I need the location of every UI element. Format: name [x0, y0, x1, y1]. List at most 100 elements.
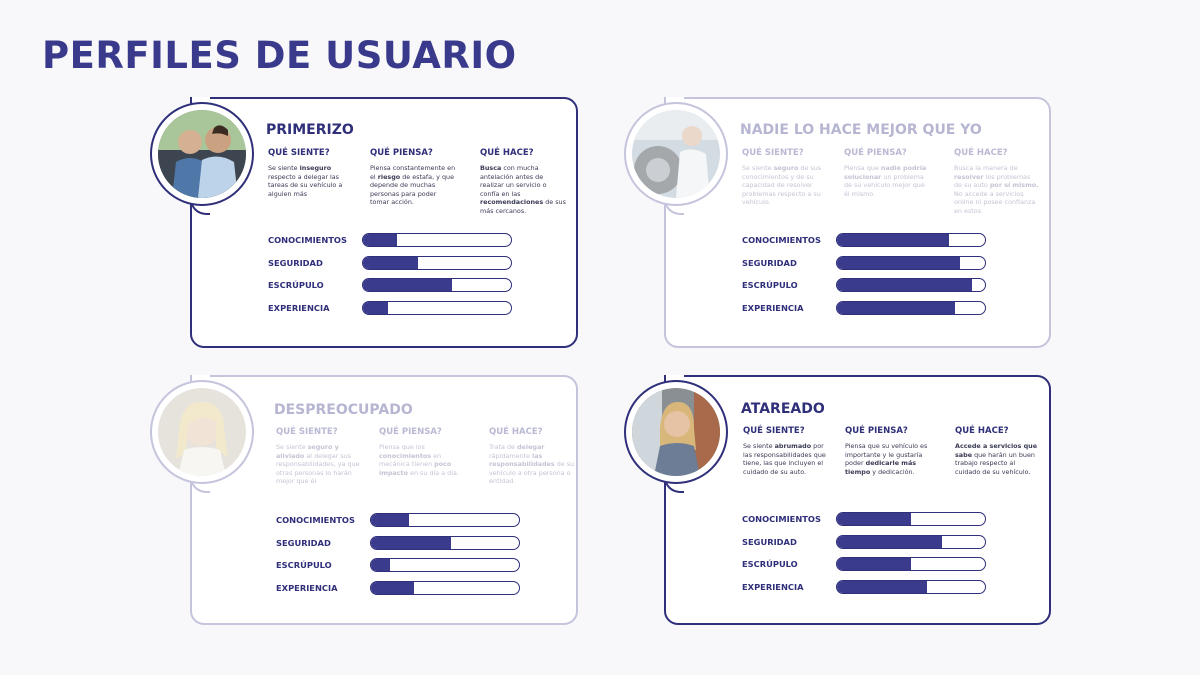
- persona-name: DESPREOCUPADO: [274, 402, 413, 418]
- column-heading: QUÉ PIENSA?: [845, 426, 908, 436]
- metric-bar-fill: [363, 256, 418, 269]
- metric-label: ESCRÚPULO: [742, 559, 798, 569]
- metric-label: EXPERIENCIA: [742, 581, 804, 592]
- column-text: Piensa que su vehículo es importante y l…: [845, 442, 928, 476]
- column-piensa: QUÉ PIENSA? Piensa constantemente en el …: [370, 148, 456, 207]
- column-heading: QUÉ HACE?: [489, 427, 543, 437]
- photo-smiling-woman-in-car: [632, 388, 720, 476]
- avatar: [632, 388, 720, 476]
- metric-bar-fill: [837, 234, 950, 246]
- metric-row-seguridad: SEGURIDAD: [276, 535, 526, 552]
- metric-label: EXPERIENCIA: [742, 302, 804, 313]
- metric-row-escrúpulo: ESCRÚPULO: [268, 278, 518, 294]
- metric-bar: [836, 512, 986, 526]
- column-text: Se siente seguro y aliviado al delegar s…: [276, 443, 360, 486]
- column-heading: QUÉ PIENSA?: [379, 427, 442, 437]
- metric-label: CONOCIMIENTOS: [276, 515, 355, 525]
- column-siente: QUÉ SIENTE? Se siente abrumado por las r…: [743, 426, 829, 476]
- metric-row-conocimientos: CONOCIMIENTOS: [742, 512, 992, 528]
- metric-bar: [362, 278, 512, 292]
- metric-bar: [370, 513, 520, 527]
- metric-label: CONOCIMIENTOS: [742, 514, 821, 524]
- metric-bar-fill: [371, 559, 391, 571]
- column-hace: QUÉ HACE? Accede a servicios que sabe qu…: [955, 426, 1041, 476]
- metric-bar-fill: [371, 536, 451, 549]
- metric-row-seguridad: SEGURIDAD: [268, 255, 518, 272]
- column-text: Piensa que los conocimientos en mecánica…: [379, 443, 459, 477]
- metric-bar: [836, 255, 986, 270]
- metric-label: SEGURIDAD: [276, 537, 331, 548]
- photo-two-men-in-car: [158, 110, 246, 198]
- metric-bar-fill: [837, 558, 911, 570]
- metric-bar: [370, 580, 520, 595]
- persona-name: PRIMERIZO: [266, 122, 354, 138]
- column-siente: QUÉ SIENTE? Se siente inseguro respecto …: [268, 148, 354, 198]
- metric-label: SEGURIDAD: [742, 257, 797, 268]
- metric-row-conocimientos: CONOCIMIENTOS: [268, 233, 518, 249]
- metric-label: ESCRÚPULO: [742, 280, 798, 290]
- metric-bar-fill: [363, 301, 389, 314]
- metric-bar: [836, 579, 986, 594]
- metric-bar-fill: [837, 256, 960, 269]
- column-heading: QUÉ SIENTE?: [276, 427, 338, 437]
- metric-label: CONOCIMIENTOS: [742, 235, 821, 245]
- avatar: [158, 110, 246, 198]
- column-piensa: QUÉ PIENSA? Piensa que nadie podría solu…: [844, 148, 930, 198]
- persona-name: ATAREADO: [741, 401, 825, 417]
- metric-bar-fill: [371, 514, 410, 526]
- metric-label: ESCRÚPULO: [276, 560, 332, 570]
- metric-row-experiencia: EXPERIENCIA: [268, 300, 518, 317]
- column-heading: QUÉ SIENTE?: [743, 426, 805, 436]
- metric-bar: [370, 558, 520, 572]
- column-piensa: QUÉ PIENSA? Piensa que los conocimientos…: [379, 427, 465, 477]
- metric-row-conocimientos: CONOCIMIENTOS: [742, 233, 992, 249]
- metric-label: EXPERIENCIA: [276, 582, 338, 593]
- metric-bar: [370, 535, 520, 550]
- metric-bar-fill: [371, 581, 414, 594]
- column-text: Busca la manera de resolver los problema…: [954, 164, 1039, 215]
- column-text: Busca con mucha antelación antes de real…: [480, 164, 566, 215]
- metric-bar-fill: [837, 513, 911, 525]
- metric-row-escrúpulo: ESCRÚPULO: [276, 558, 526, 574]
- avatar-ring: [624, 380, 728, 484]
- metric-bar: [836, 300, 986, 315]
- metric-label: CONOCIMIENTOS: [268, 235, 347, 245]
- metric-bar: [362, 255, 512, 270]
- metric-bar: [836, 534, 986, 549]
- metric-row-experiencia: EXPERIENCIA: [742, 300, 992, 317]
- metric-bar: [836, 557, 986, 571]
- column-text: Se siente seguro de sus conocimientos y …: [742, 164, 822, 207]
- column-text: Piensa que nadie podría solucionar un pr…: [844, 164, 927, 198]
- column-heading: QUÉ HACE?: [480, 148, 534, 158]
- column-text: Piensa constantemente en el riesgo de es…: [370, 164, 456, 207]
- metric-row-seguridad: SEGURIDAD: [742, 534, 992, 551]
- avatar: [632, 110, 720, 198]
- column-siente: QUÉ SIENTE? Se siente seguro y aliviado …: [276, 427, 362, 486]
- column-piensa: QUÉ PIENSA? Piensa que su vehículo es im…: [845, 426, 931, 476]
- metric-row-experiencia: EXPERIENCIA: [276, 580, 526, 597]
- page-title: PERFILES DE USUARIO: [42, 34, 517, 77]
- column-heading: QUÉ PIENSA?: [844, 148, 907, 158]
- column-hace: QUÉ HACE? Busca con mucha antelación ant…: [480, 148, 566, 216]
- metric-bar-fill: [837, 580, 928, 593]
- column-heading: QUÉ HACE?: [955, 426, 1009, 436]
- column-hace: QUÉ HACE? Trata de delegar rápidamente l…: [489, 427, 575, 486]
- persona-name: NADIE LO HACE MEJOR QUE YO: [740, 122, 982, 138]
- photo-woman-relaxed: [158, 388, 246, 476]
- column-hace: QUÉ HACE? Busca la manera de resolver lo…: [954, 148, 1040, 216]
- metric-row-escrúpulo: ESCRÚPULO: [742, 557, 992, 573]
- metric-label: SEGURIDAD: [742, 536, 797, 547]
- metric-bar-fill: [837, 535, 943, 548]
- column-heading: QUÉ HACE?: [954, 148, 1008, 158]
- avatar-ring: [150, 380, 254, 484]
- column-siente: QUÉ SIENTE? Se siente seguro de sus cono…: [742, 148, 828, 207]
- column-text: Se siente abrumado por las responsabilid…: [743, 442, 826, 476]
- photo-man-with-car-wheel: [632, 110, 720, 198]
- metric-bar-fill: [363, 234, 398, 246]
- avatar-ring: [150, 102, 254, 206]
- column-text: Accede a servicios que sabe que harán un…: [955, 442, 1038, 476]
- avatar: [158, 388, 246, 476]
- metric-bar-fill: [363, 279, 452, 291]
- avatar-ring: [624, 102, 728, 206]
- metric-label: ESCRÚPULO: [268, 280, 324, 290]
